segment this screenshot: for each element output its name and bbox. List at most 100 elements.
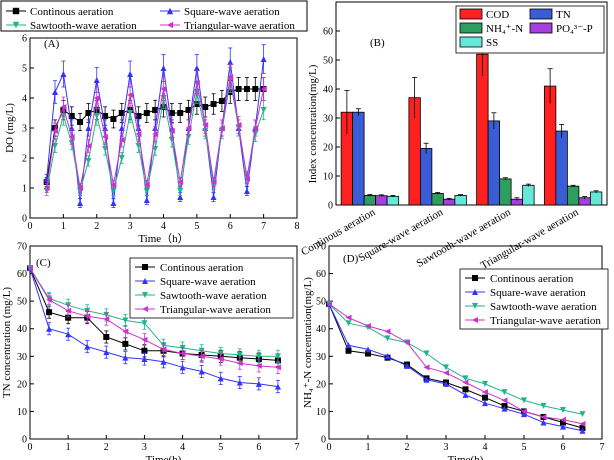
data-point <box>193 101 200 107</box>
inner-legend-marker <box>142 264 148 270</box>
data-point <box>521 411 527 418</box>
data-point <box>143 197 150 203</box>
data-point <box>235 122 242 128</box>
series-line <box>29 267 278 357</box>
data-point <box>423 350 430 357</box>
series-line <box>29 267 278 368</box>
inner-legend-marker <box>472 303 478 309</box>
x-tick-label: 3 <box>142 442 147 453</box>
data-point <box>482 394 488 401</box>
data-point <box>326 300 332 307</box>
data-point <box>252 86 259 92</box>
x-tick-label: 2 <box>405 442 410 453</box>
data-point <box>404 362 410 369</box>
legend-label: Sawtooth-wave aeration <box>30 20 137 32</box>
data-point <box>93 113 100 119</box>
data-point <box>46 296 53 303</box>
data-point <box>579 427 586 434</box>
series-line <box>29 267 278 361</box>
data-point <box>236 379 243 386</box>
data-point <box>60 104 67 110</box>
y-tick-label: 60 <box>17 269 27 280</box>
inner-legend-label: Triangular-wave aeration <box>160 304 271 316</box>
x-tick-label: 1 <box>66 442 71 453</box>
data-point <box>560 407 566 414</box>
x-axis-label: Time(h) <box>448 454 484 460</box>
data-point <box>85 125 92 131</box>
panel-label: (C) <box>36 257 51 269</box>
data-point <box>482 389 488 396</box>
panel-label: (B) <box>370 37 385 49</box>
data-point <box>118 137 125 143</box>
data-point <box>160 65 167 71</box>
data-point <box>168 128 175 134</box>
series-triangular-wave-aeration <box>326 300 586 427</box>
y-tick-label: 1 <box>22 184 27 195</box>
inner-legend-label: Square-wave aeration <box>490 287 586 299</box>
y-tick-label: 30 <box>323 114 333 125</box>
y-tick-label: 50 <box>323 56 333 67</box>
bar-legend-label: SS <box>486 37 498 49</box>
x-tick-label: 7 <box>261 221 266 232</box>
series-line <box>29 267 278 388</box>
y-tick-label: 3 <box>22 124 27 135</box>
inner-legend-marker <box>142 278 148 284</box>
y-tick-label: 40 <box>17 324 27 335</box>
data-point <box>274 383 281 390</box>
data-point <box>202 122 209 128</box>
data-point <box>102 134 109 140</box>
bar-legend-label: NH₄⁺-N <box>486 23 523 35</box>
data-point <box>210 179 217 185</box>
bar-legend-label: PO₄³⁻-P <box>556 23 593 35</box>
data-point <box>77 119 84 125</box>
data-point <box>93 95 100 101</box>
data-point <box>482 380 488 387</box>
data-point <box>185 107 192 113</box>
series-line <box>328 303 583 432</box>
y-tick-label: 5 <box>22 64 27 75</box>
legend-label: Triangular-wave aeration <box>184 20 295 32</box>
data-point <box>177 179 184 185</box>
data-point <box>65 331 72 338</box>
data-point <box>143 110 150 116</box>
y-tick-label: 50 <box>17 297 27 308</box>
data-point <box>160 86 167 92</box>
data-point <box>52 128 59 134</box>
legend-marker <box>12 21 20 29</box>
data-point <box>152 107 159 113</box>
bar <box>431 192 444 206</box>
inner-legend-box <box>129 257 294 319</box>
inner-legend-marker <box>142 306 148 312</box>
data-point <box>227 59 234 65</box>
data-point <box>177 194 184 200</box>
panel-a-do-chart: 0 1 2 3 4 5 6 7 8 0 1 2 3 4 5 6 (A) Time（h） DO (mg/L) <box>4 34 300 246</box>
data-point <box>103 349 110 356</box>
data-point <box>68 134 75 140</box>
data-point <box>540 413 547 420</box>
data-point <box>521 408 527 415</box>
series-triangular-wave-aeration <box>43 63 267 193</box>
bar <box>487 120 501 206</box>
data-point <box>217 375 224 382</box>
bar <box>499 178 512 206</box>
legend-label: Square-wave aeration <box>184 6 280 18</box>
panel-d-nh4-chart: 0 1 2 3 4 5 6 7010203040506070(D)Time(h)NH₄⁺-N … <box>302 242 609 460</box>
data-point <box>255 353 262 360</box>
data-point <box>579 420 586 427</box>
data-point <box>255 362 262 369</box>
data-point <box>122 354 129 361</box>
x-tick-label: 6 <box>256 442 261 453</box>
data-point <box>110 182 117 188</box>
y-tick-label: 60 <box>323 27 333 38</box>
x-tick-label: 2 <box>104 442 109 453</box>
series-square-wave-aeration <box>27 265 281 394</box>
y-tick-label: 30 <box>17 352 27 363</box>
data-point <box>122 317 129 324</box>
top-legend: Continous aeration Square-wave aeration Sa… <box>0 0 308 32</box>
bar-legend-swatch <box>529 8 553 20</box>
bar-legend-swatch <box>459 22 483 34</box>
data-point <box>103 333 110 340</box>
data-point <box>177 188 184 194</box>
data-point <box>443 369 449 376</box>
